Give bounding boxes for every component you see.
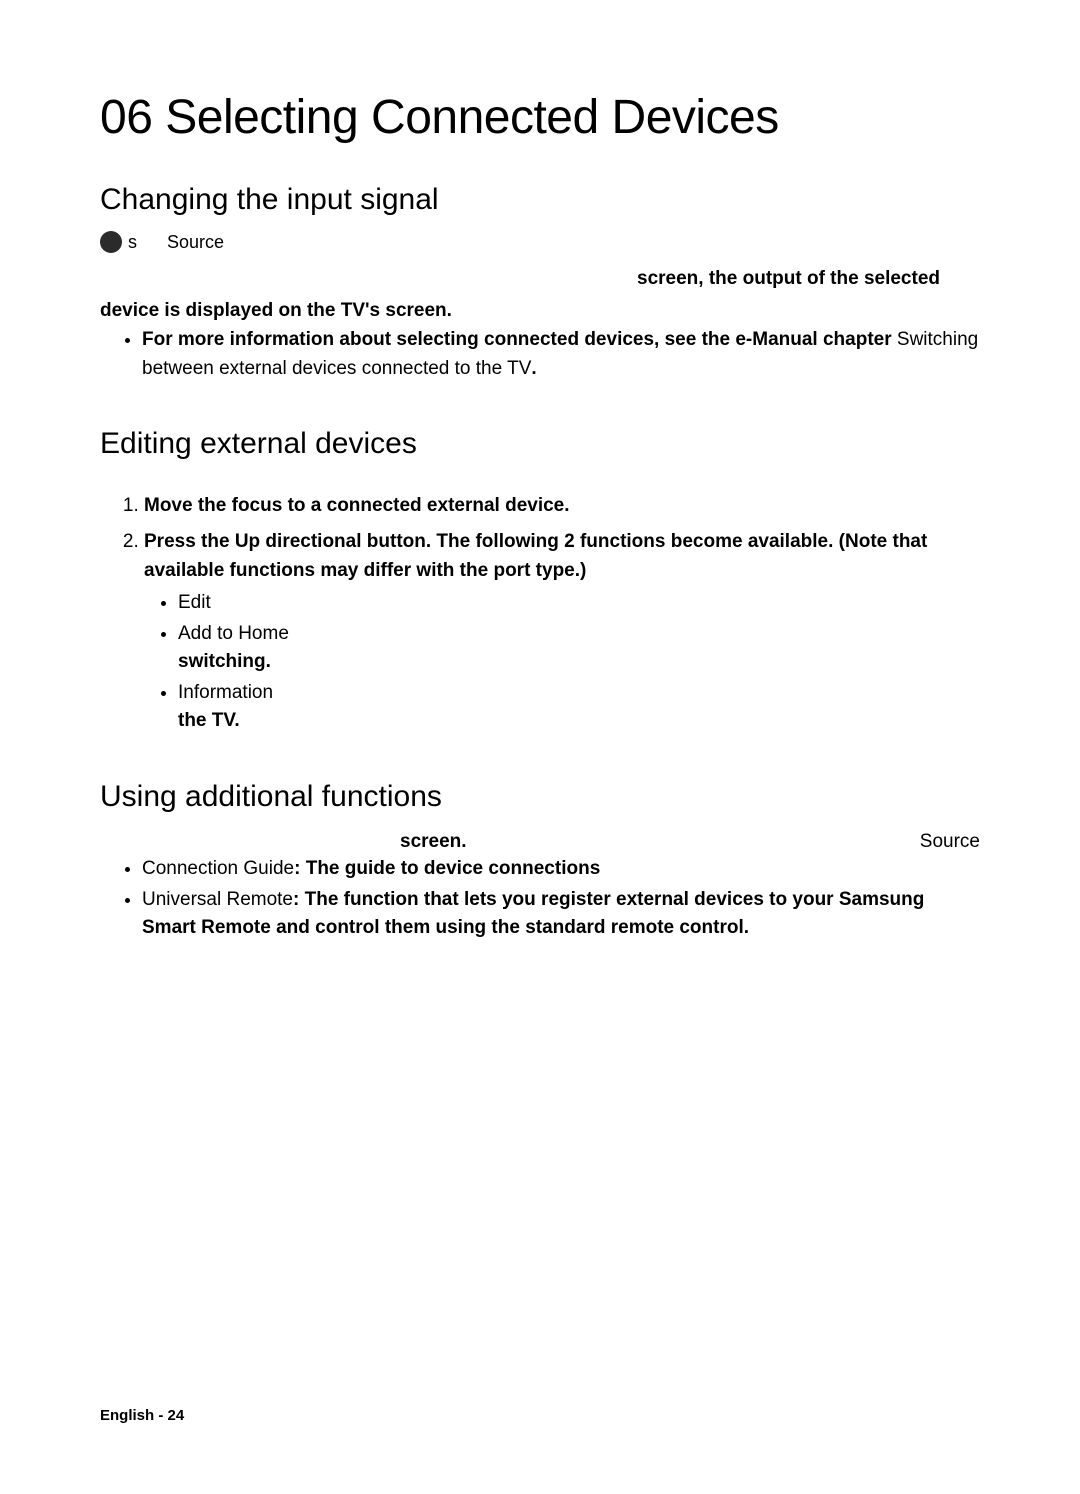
additional-line-screen: screen. [400, 828, 467, 856]
bullet-list-changing: For more information about selecting con… [100, 326, 980, 383]
bullet-list-additional: Connection Guide: The guide to device co… [100, 855, 980, 943]
subitem-edit: Edit [178, 589, 980, 618]
bullet-conn-guide-reg: Connection Guide [142, 858, 294, 879]
subitem-info-text: Information [178, 682, 273, 703]
section-editing-devices: Editing external devices Move the focus … [100, 427, 980, 736]
bullet-more-info-period: . [531, 358, 536, 379]
bullet-more-info-bold: For more information about selecting con… [142, 329, 897, 350]
para-output-line1: screen, the output of the selected [100, 265, 980, 293]
subitem-add-home-sub: switching. [178, 648, 980, 677]
bullet-conn-guide-bold: : The guide to device connections [294, 858, 600, 879]
section-changing-input: Changing the input signal s Source scree… [100, 183, 980, 383]
subitem-add-home-text: Add to Home [178, 623, 289, 644]
breadcrumb-s: s [128, 232, 137, 253]
bullet-universal-remote-reg: Universal Remote [142, 889, 293, 910]
ordered-steps: Move the focus to a connected external d… [100, 491, 980, 736]
subitem-info-sub: the TV. [178, 707, 980, 736]
bullet-universal-remote: Universal Remote: The function that lets… [142, 886, 980, 943]
step-2-sublist: Edit Add to Home switching. Information … [144, 589, 980, 736]
subitem-add-home: Add to Home switching. [178, 620, 980, 677]
section-additional-functions: Using additional functions screen. Sourc… [100, 780, 980, 943]
subitem-information: Information the TV. [178, 679, 980, 736]
section-title-additional: Using additional functions [100, 780, 980, 814]
step-1: Move the focus to a connected external d… [144, 491, 980, 520]
subitem-edit-text: Edit [178, 592, 211, 613]
para-output-line2: device is displayed on the TV's screen. [100, 297, 980, 325]
chapter-title: 06 Selecting Connected Devices [100, 90, 980, 145]
breadcrumb-source: Source [167, 232, 224, 253]
step-2: Press the Up directional button. The fol… [144, 527, 980, 736]
additional-line-source: Source [920, 828, 980, 856]
breadcrumb: s Source [100, 231, 980, 253]
step-1-text: Move the focus to a connected external d… [144, 495, 570, 516]
bullet-more-info: For more information about selecting con… [142, 326, 980, 383]
page-number: English - 24 [100, 1407, 184, 1424]
document-page: 06 Selecting Connected Devices Changing … [0, 0, 1080, 1494]
para-output-line1-text: screen, the output of the selected [637, 268, 940, 289]
home-icon [100, 231, 122, 253]
section-title-editing: Editing external devices [100, 427, 980, 461]
step-2-text: Press the Up directional button. The fol… [144, 531, 927, 581]
additional-line: screen. Source [100, 828, 980, 856]
bullet-connection-guide: Connection Guide: The guide to device co… [142, 855, 980, 884]
section-title-changing: Changing the input signal [100, 183, 980, 217]
